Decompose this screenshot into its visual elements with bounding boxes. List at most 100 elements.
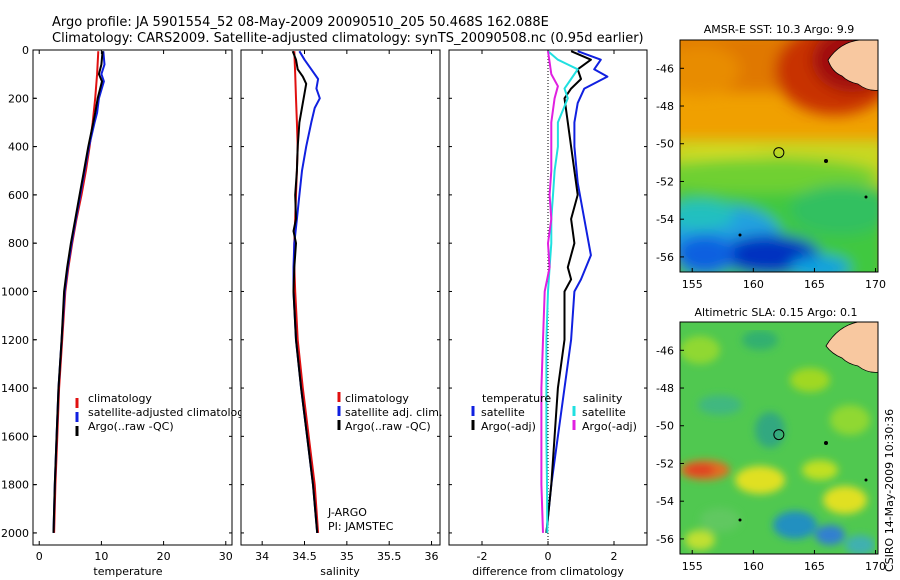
- temperature-panel: 0 10 20 30 0 200 400 600 800 1000 1200 1400 1600 1800…: [1, 44, 251, 578]
- salinity-ticks: 34 34.5 35 35.5 36: [241, 49, 440, 563]
- sst-map-panel: AMSR-E SST: 10.3 Argo: 9.9: [656, 23, 886, 291]
- salinity-axes: [240, 49, 441, 546]
- y-tick-label: -46: [656, 344, 674, 357]
- island: [824, 441, 828, 445]
- x-tick-label: 20: [157, 550, 171, 563]
- x-tick-label: 165: [804, 560, 825, 573]
- y-tick-label: 400: [8, 141, 29, 154]
- y-tick-label: -48: [656, 100, 674, 113]
- y-tick-label: 1600: [1, 430, 29, 443]
- y-tick-label: -52: [656, 457, 674, 470]
- x-tick-label: 30: [219, 550, 233, 563]
- salinity-xlabel: salinity: [320, 565, 360, 578]
- island: [824, 159, 828, 163]
- legend-label-sal-argo: Argo(-adj): [582, 420, 637, 433]
- credit-text: CSIRO 14-May-2009 10:30:36: [883, 409, 896, 572]
- y-tick-label: -54: [656, 213, 674, 226]
- y-tick-label: -52: [656, 175, 674, 188]
- island: [738, 518, 742, 522]
- temperature-xlabel: temperature: [93, 565, 162, 578]
- y-tick-label: -56: [656, 533, 674, 546]
- sla-map-panel: Altimetric SLA: 0.15 Argo: 0.1: [656, 306, 886, 573]
- legend-label-argo: Argo(..raw -QC): [88, 420, 174, 433]
- legend-label-climatology: climatology: [345, 392, 409, 405]
- difference-lines: [540, 50, 609, 534]
- sst-field: [680, 40, 878, 272]
- x-tick-label: 34: [255, 550, 269, 563]
- sla-map-ticks: 155 160 165 170 -46 -48 -50 -52 -54 -56: [656, 344, 886, 573]
- y-tick-label: -50: [656, 138, 674, 151]
- legend-header-salinity: salinity: [583, 392, 623, 405]
- y-tick-label: -50: [656, 420, 674, 433]
- x-tick-label: 155: [682, 278, 703, 291]
- y-tick-label: 1400: [1, 382, 29, 395]
- salinity-legend: climatology satellite adj. clim. Argo(..…: [337, 392, 442, 433]
- sst-map-ticks: 155 160 165 170 -46 -48 -50 -52 -54 -56: [656, 62, 886, 291]
- y-tick-label: 600: [8, 189, 29, 202]
- x-tick-label: 36: [425, 550, 439, 563]
- sla-map-frame: [679, 321, 879, 555]
- header-line-1: Argo profile: JA 5901554_52 08-May-2009 …: [52, 15, 549, 30]
- salinity-panel: 34 34.5 35 35.5 36 salinity climatology sate…: [240, 49, 442, 578]
- y-tick-label: 200: [8, 92, 29, 105]
- x-tick-label: 170: [865, 560, 886, 573]
- series-line-salinity-satellite: [545, 50, 579, 533]
- x-tick-label: 0: [545, 550, 552, 563]
- landmass: [827, 40, 878, 91]
- y-tick-label: 0: [22, 44, 29, 57]
- temperature-legend: climatology satellite-adjusted climatolo…: [75, 392, 251, 436]
- y-tick-label: -54: [656, 495, 674, 508]
- difference-legend: temperature satellite Argo(-adj) salinit…: [471, 392, 637, 433]
- sst-map-frame: [679, 39, 879, 273]
- y-tick-label: 1200: [1, 334, 29, 347]
- y-tick-label: 2000: [1, 527, 29, 540]
- legend-label-sal-satellite: satellite: [582, 406, 626, 419]
- y-tick-label: 1000: [1, 285, 29, 298]
- x-tick-label: 35.5: [377, 550, 402, 563]
- x-tick-label: 0: [36, 550, 43, 563]
- x-tick-label: 160: [743, 278, 764, 291]
- temperature-axes: [32, 49, 233, 546]
- difference-panel: -2 0 2 difference from climatology tempera…: [448, 49, 648, 578]
- x-tick-label: -2: [477, 550, 488, 563]
- x-tick-label: 160: [743, 560, 764, 573]
- x-tick-label: 165: [804, 278, 825, 291]
- series-line-salinity-argo-adj-: [540, 51, 559, 533]
- series-line-temperature-argo-adj-: [545, 50, 592, 534]
- header-line-2: Climatology: CARS2009. Satellite-adjuste…: [52, 31, 644, 46]
- sla-field: [680, 322, 878, 554]
- x-tick-label: 34.5: [292, 550, 317, 563]
- legend-label-climatology: climatology: [88, 392, 152, 405]
- annotation-program: J-ARGO: [327, 506, 367, 519]
- temperature-lines: [52, 51, 106, 533]
- legend-label-satellite: satellite adj. clim.: [345, 406, 442, 419]
- legend-header-temperature: temperature: [482, 392, 551, 405]
- y-tick-label: 800: [8, 237, 29, 250]
- island: [738, 233, 742, 237]
- legend-label-temp-argo: Argo(-adj): [481, 420, 536, 433]
- x-tick-label: 170: [865, 278, 886, 291]
- x-tick-label: 35: [340, 550, 354, 563]
- legend-label-argo: Argo(..raw -QC): [345, 420, 431, 433]
- argo-location-marker: [773, 429, 785, 441]
- salinity-lines: [291, 50, 321, 533]
- island: [864, 478, 868, 482]
- legend-label-satellite: satellite-adjusted climatology: [88, 406, 251, 419]
- legend-label-temp-satellite: satellite: [481, 406, 525, 419]
- argo-location-marker: [773, 147, 785, 159]
- sst-map-title: AMSR-E SST: 10.3 Argo: 9.9: [704, 23, 855, 36]
- x-tick-label: 2: [611, 550, 618, 563]
- series-line-argo-raw-qc-: [291, 50, 319, 533]
- y-tick-label: -48: [656, 382, 674, 395]
- y-tick-label: -56: [656, 251, 674, 264]
- difference-xlabel: difference from climatology: [472, 565, 624, 578]
- annotation-pi: PI: JAMSTEC: [328, 520, 394, 533]
- sla-map-title: Altimetric SLA: 0.15 Argo: 0.1: [694, 306, 857, 319]
- landmass: [825, 322, 878, 373]
- series-line-argo-raw-qc-: [52, 51, 104, 533]
- temperature-ticks: 0 10 20 30 0 200 400 600 800 1000 1200 1400 1600 1800…: [1, 44, 233, 563]
- x-tick-label: 155: [682, 560, 703, 573]
- series-line-temperature-satellite: [545, 50, 609, 534]
- y-tick-label: -46: [656, 62, 674, 75]
